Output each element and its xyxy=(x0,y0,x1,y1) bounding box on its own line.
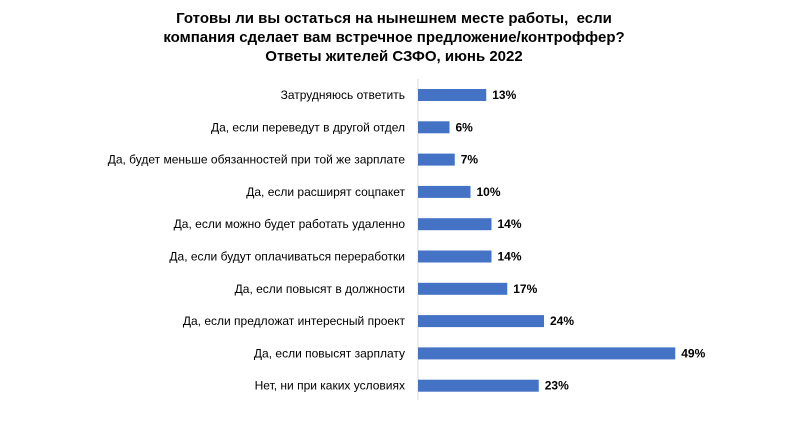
data-label: 14% xyxy=(498,250,522,264)
data-label: 14% xyxy=(498,217,522,231)
category-label: Затрудняюсь ответить xyxy=(281,88,405,102)
data-label: 24% xyxy=(550,314,574,328)
chart-title-line-3: Ответы жителей СЗФО, июнь 2022 xyxy=(265,48,523,65)
category-label: Да, если расширят соцпакет xyxy=(246,185,405,199)
data-label: 17% xyxy=(513,282,537,296)
bar xyxy=(418,185,471,198)
bar xyxy=(418,153,455,166)
category-label: Да, будет меньше обязанностей при той же… xyxy=(108,153,406,167)
data-label: 13% xyxy=(492,88,516,102)
category-label: Да, если переведут в другой отдел xyxy=(211,120,405,134)
chart-title-line-2: компания сделает вам встречное предложен… xyxy=(163,29,625,46)
chart-title: Готовы ли вы остаться на нынешнем месте … xyxy=(0,9,788,66)
category-label: Да, если предложат интересный проект xyxy=(183,314,406,328)
bar xyxy=(418,121,450,134)
category-label: Да, если можно будет работать удаленно xyxy=(174,217,406,231)
category-label: Да, если повысят в должности xyxy=(235,282,405,296)
data-label: 49% xyxy=(681,346,705,360)
data-label: 23% xyxy=(545,379,569,393)
bar xyxy=(418,347,676,360)
category-label: Нет, ни при каких условиях xyxy=(255,379,405,393)
data-label: 6% xyxy=(456,120,474,134)
bar xyxy=(418,282,508,295)
data-label: 7% xyxy=(461,153,479,167)
bar xyxy=(418,379,539,392)
bar xyxy=(418,89,487,101)
bar xyxy=(418,315,544,328)
bar xyxy=(418,250,492,263)
bar xyxy=(418,218,492,231)
data-label: 10% xyxy=(477,185,501,199)
category-label: Да, если повысят зарплату xyxy=(254,346,405,360)
chart-title-line-1: Готовы ли вы остаться на нынешнем месте … xyxy=(176,10,612,27)
category-label: Да, если будут оплачиваться переработки xyxy=(169,250,405,264)
